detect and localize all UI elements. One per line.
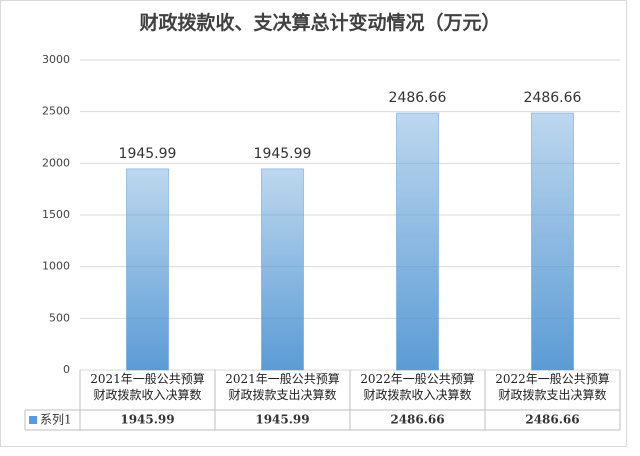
bar [396, 112, 439, 371]
table-value: 1945.99 [120, 413, 174, 427]
bar [261, 168, 304, 371]
chart-border [0, 0, 627, 447]
data-label: 2486.66 [389, 90, 447, 106]
data-label: 1945.99 [119, 146, 177, 162]
x-tick-label: 2021年一般公共预算 财政拨款收入决算数 [90, 372, 205, 402]
x-tick-label-box: 2021年一般公共预算 财政拨款收入决算数 [90, 372, 205, 402]
chart-title: 财政拨款收、支决算总计变动情况（万元） [139, 11, 500, 34]
y-tick-label: 1000 [42, 260, 70, 273]
y-tick-label: 0 [63, 363, 70, 376]
table-value: 2486.66 [525, 413, 579, 427]
y-tick-label: 3000 [42, 53, 70, 66]
y-tick-label: 2500 [42, 105, 70, 118]
table-value: 1945.99 [255, 413, 309, 427]
x-tick-label: 2022年一般公共预算 财政拨款支出决算数 [495, 372, 610, 402]
x-tick-label-box: 2021年一般公共预算 财政拨款支出决算数 [225, 372, 340, 402]
x-tick-label: 2022年一般公共预算 财政拨款收入决算数 [360, 372, 475, 402]
bar [531, 112, 574, 371]
legend-label: 系列1 [40, 413, 72, 427]
x-tick-label-box: 2022年一般公共预算 财政拨款支出决算数 [495, 372, 610, 402]
y-tick-label: 2000 [42, 156, 70, 169]
data-label: 1945.99 [254, 146, 312, 162]
x-tick-label-box: 2022年一般公共预算 财政拨款收入决算数 [360, 372, 475, 402]
y-tick-label: 500 [49, 311, 70, 324]
y-tick-label: 1500 [42, 208, 70, 221]
bar [126, 168, 169, 371]
data-label: 2486.66 [524, 90, 582, 106]
legend-key [29, 416, 37, 424]
table-value: 2486.66 [390, 413, 444, 427]
x-tick-label: 2021年一般公共预算 财政拨款支出决算数 [225, 372, 340, 402]
